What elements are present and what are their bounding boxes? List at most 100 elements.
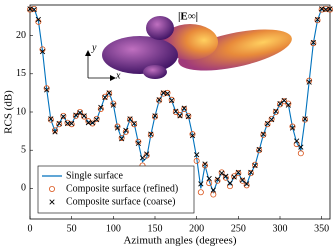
- data-point: [276, 101, 283, 108]
- data-point: [56, 121, 63, 128]
- data-point: [60, 113, 66, 120]
- data-point: [39, 49, 46, 55]
- data-point: [302, 116, 308, 122]
- data-point: [148, 131, 154, 137]
- legend-label: Composite surface (refined): [66, 183, 178, 194]
- data-point: [64, 119, 71, 126]
- data-point: [176, 112, 183, 119]
- data-point: [77, 109, 84, 116]
- data-point: [256, 146, 262, 153]
- x-tick-label: 50: [67, 223, 77, 234]
- data-point: [97, 105, 104, 112]
- data-point: [106, 90, 112, 96]
- data-point: [156, 97, 162, 103]
- data-point: [102, 93, 109, 100]
- data-point: [210, 191, 217, 198]
- data-point: [193, 157, 200, 164]
- data-point: [119, 136, 125, 142]
- data-point: [72, 112, 79, 119]
- data-point: [131, 120, 137, 127]
- data-point: [189, 133, 196, 139]
- data-point: [181, 105, 187, 111]
- data-point: [56, 120, 62, 127]
- data-point: [169, 97, 175, 104]
- data-point: [198, 181, 204, 187]
- data-point: [222, 174, 229, 181]
- data-point: [285, 100, 292, 107]
- data-point: [310, 39, 316, 46]
- data-point: [172, 109, 179, 116]
- data-point: [122, 128, 129, 135]
- data-point: [231, 174, 237, 180]
- data-point: [143, 152, 150, 159]
- data-point: [260, 131, 267, 138]
- data-point: [48, 116, 54, 122]
- y-tick-label: 10: [16, 106, 26, 117]
- data-point: [135, 138, 142, 145]
- data-point: [60, 112, 67, 119]
- data-point: [239, 177, 246, 184]
- data-point: [77, 110, 83, 116]
- data-point: [89, 120, 96, 127]
- data-point: [110, 102, 116, 108]
- data-point: [27, 6, 33, 12]
- data-point: [81, 113, 87, 119]
- data-point: [306, 77, 313, 84]
- x-tick-label: 200: [189, 223, 204, 234]
- legend-marker: [49, 185, 56, 192]
- data-point: [35, 16, 41, 23]
- data-point: [289, 125, 296, 131]
- inset-axis-x: x: [115, 70, 121, 81]
- data-point: [31, 5, 38, 12]
- data-point: [102, 94, 108, 101]
- data-point: [264, 120, 271, 127]
- data-point: [52, 127, 59, 134]
- data-point: [114, 125, 121, 131]
- legend-marker: [49, 199, 55, 205]
- inset-label: |E∞|: [178, 11, 198, 23]
- data-point: [264, 121, 271, 128]
- legend-label: Single surface: [66, 170, 123, 181]
- data-point: [268, 115, 275, 122]
- data-point: [135, 140, 141, 146]
- data-point: [173, 108, 179, 114]
- data-point: [68, 121, 75, 128]
- data-point: [106, 90, 113, 97]
- data-point: [327, 6, 333, 12]
- data-point: [251, 161, 258, 168]
- data-point: [114, 123, 121, 130]
- data-point: [52, 129, 58, 135]
- x-tick-label: 0: [28, 223, 33, 234]
- data-point: [85, 120, 91, 126]
- data-point: [26, 6, 33, 13]
- inset-axis-y: y: [91, 42, 97, 53]
- data-point: [81, 113, 88, 120]
- data-point: [110, 100, 117, 107]
- data-point: [294, 138, 300, 144]
- data-point: [164, 89, 171, 96]
- data-point: [177, 113, 183, 119]
- data-point: [252, 162, 258, 169]
- y-tick-label: 20: [16, 30, 26, 41]
- data-point: [235, 170, 242, 177]
- data-point: [227, 180, 233, 186]
- y-tick-label: 15: [16, 68, 26, 79]
- data-point: [319, 6, 325, 12]
- data-point: [260, 131, 266, 137]
- data-point: [214, 177, 221, 184]
- data-point: [151, 113, 158, 120]
- x-tick-label: 300: [273, 223, 288, 234]
- data-point: [43, 85, 50, 92]
- data-point: [310, 40, 317, 47]
- data-point: [131, 121, 138, 128]
- data-point: [93, 115, 100, 122]
- data-point: [47, 116, 54, 123]
- data-point: [147, 131, 154, 138]
- data-point: [243, 182, 250, 189]
- data-point: [89, 120, 96, 126]
- data-point: [152, 113, 158, 119]
- data-point: [239, 177, 246, 183]
- data-point: [64, 120, 71, 127]
- data-point: [247, 170, 254, 177]
- data-point: [223, 173, 229, 179]
